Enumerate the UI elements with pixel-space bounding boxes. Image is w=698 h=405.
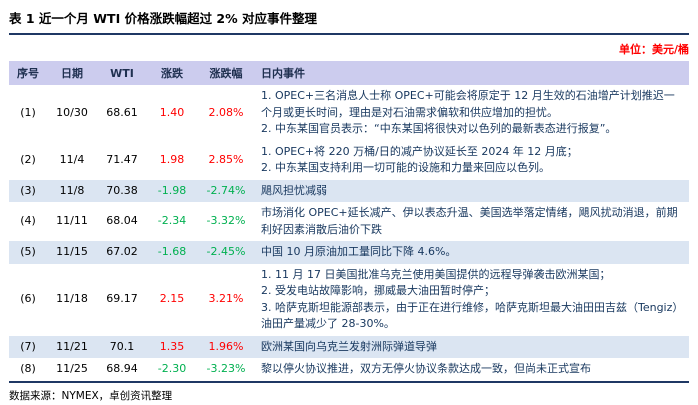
cell-events: 黎以停火协议推进，双方无停火协议条款达成一致，但尚未正式宣布 bbox=[261, 362, 591, 375]
cell-wti: 70.38 bbox=[106, 183, 138, 197]
cell-no: (2) bbox=[20, 152, 36, 166]
cell-change-pct: -3.32% bbox=[206, 214, 246, 228]
cell-events: 1. OPEC+三名消息人士称 OPEC+可能会将原定于 12 月生效的石油增产… bbox=[261, 89, 675, 135]
table-row: (4) 11/11 68.04 -2.34 -3.32% 市场消化 OPEC+延长减产、伊… bbox=[9, 202, 689, 241]
cell-wti: 68.04 bbox=[106, 214, 138, 228]
cell-events: 市场消化 OPEC+延长减产、伊以表态升温、美国选举落定情绪，飓风扰动消退，前期… bbox=[261, 206, 678, 236]
cell-wti: 67.02 bbox=[106, 245, 138, 258]
cell-events: 1. 11 月 17 日美国批准乌克兰使用美国提供的远程导弹袭击欧洲某国； 2.… bbox=[261, 267, 684, 331]
cell-events: 1. OPEC+将 220 万桶/日的减产协议延长至 2024 年 12 月底；… bbox=[261, 144, 578, 175]
table-row: (7) 11/21 70.1 1.35 1.96% 欧洲某国向乌克兰发射洲际弹道导弹 bbox=[9, 335, 689, 358]
table-row: (8) 11/25 68.94 -2.30 -3.23% 黎以停火协议推进，双方无停火协议… bbox=[9, 358, 689, 382]
cell-change: 2.15 bbox=[159, 292, 185, 306]
cell-change-pct: 1.96% bbox=[208, 339, 244, 353]
cell-change-pct: 3.21% bbox=[208, 292, 244, 306]
cell-no: (4) bbox=[20, 214, 36, 228]
cell-date: 11/18 bbox=[56, 292, 88, 306]
header-date: 日期 bbox=[47, 61, 97, 85]
cell-change-pct: 2.85% bbox=[208, 152, 244, 166]
cell-change: -1.68 bbox=[157, 245, 187, 258]
table-row: (5) 11/15 67.02 -1.68 -2.45% 中国 10 月原油加工量同比下降… bbox=[9, 241, 689, 264]
cell-wti: 70.1 bbox=[109, 339, 135, 353]
cell-events: 飓风担忧减弱 bbox=[261, 183, 327, 197]
cell-wti: 69.17 bbox=[106, 292, 138, 306]
cell-date: 11/15 bbox=[56, 245, 88, 258]
cell-change-pct: -2.74% bbox=[206, 183, 246, 197]
cell-change: 1.35 bbox=[159, 339, 185, 353]
data-source: 数据来源：NYMEX，卓创资讯整理 bbox=[9, 389, 173, 402]
header-change-pct: 涨跌幅 bbox=[197, 61, 255, 85]
cell-change-pct: -2.45% bbox=[206, 245, 246, 258]
cell-change: 1.98 bbox=[159, 152, 185, 166]
cell-date: 10/30 bbox=[56, 105, 88, 119]
table-body: (1) 10/30 68.61 1.40 2.08% 1. OPEC+三名消息人士称 OP… bbox=[9, 85, 689, 382]
cell-no: (8) bbox=[20, 362, 36, 375]
header-events: 日内事件 bbox=[255, 61, 689, 85]
cell-change: -2.30 bbox=[157, 362, 187, 375]
cell-wti: 68.94 bbox=[106, 362, 138, 375]
cell-no: (5) bbox=[20, 245, 36, 258]
cell-date: 11/21 bbox=[56, 339, 88, 353]
cell-change: -1.98 bbox=[157, 183, 187, 197]
cell-date: 11/8 bbox=[59, 183, 85, 197]
header-change: 涨跌 bbox=[147, 61, 197, 85]
cell-date: 11/11 bbox=[56, 214, 88, 228]
cell-change-pct: 2.08% bbox=[208, 105, 244, 119]
table-row: (6) 11/18 69.17 2.15 3.21% 1. 11 月 17 日美国批准乌克… bbox=[9, 264, 689, 336]
cell-events: 中国 10 月原油加工量同比下降 4.6%。 bbox=[261, 245, 457, 258]
cell-change-pct: -3.23% bbox=[206, 362, 246, 375]
cell-events: 欧洲某国向乌克兰发射洲际弹道导弹 bbox=[261, 339, 437, 353]
cell-no: (3) bbox=[20, 183, 36, 197]
cell-no: (1) bbox=[20, 105, 36, 119]
cell-date: 11/25 bbox=[56, 362, 88, 375]
cell-no: (6) bbox=[20, 292, 36, 306]
table-row: (1) 10/30 68.61 1.40 2.08% 1. OPEC+三名消息人士称 OP… bbox=[9, 85, 689, 141]
cell-wti: 68.61 bbox=[106, 105, 138, 119]
cell-no: (7) bbox=[20, 339, 36, 353]
header-no: 序号 bbox=[9, 61, 47, 85]
header-wti: WTI bbox=[97, 61, 147, 85]
unit-label: 单位：美元/桶 bbox=[618, 43, 689, 56]
wti-events-table: 序号 日期 WTI 涨跌 涨跌幅 日内事件 (1) 10/30 68.61 1.40 2… bbox=[9, 61, 689, 383]
cell-change: -2.34 bbox=[157, 214, 187, 228]
cell-date: 11/4 bbox=[59, 152, 85, 166]
cell-wti: 71.47 bbox=[106, 152, 138, 166]
table-row: (2) 11/4 71.47 1.98 2.85% 1. OPEC+将 220 万桶/日的… bbox=[9, 141, 689, 180]
table-header-row: 序号 日期 WTI 涨跌 涨跌幅 日内事件 bbox=[9, 61, 689, 85]
table-title: 表 1 近一个月 WTI 价格涨跌幅超过 2% 对应事件整理 bbox=[9, 6, 689, 35]
cell-change: 1.40 bbox=[159, 105, 185, 119]
table-row: (3) 11/8 70.38 -1.98 -2.74% 飓风担忧减弱 bbox=[9, 179, 689, 202]
